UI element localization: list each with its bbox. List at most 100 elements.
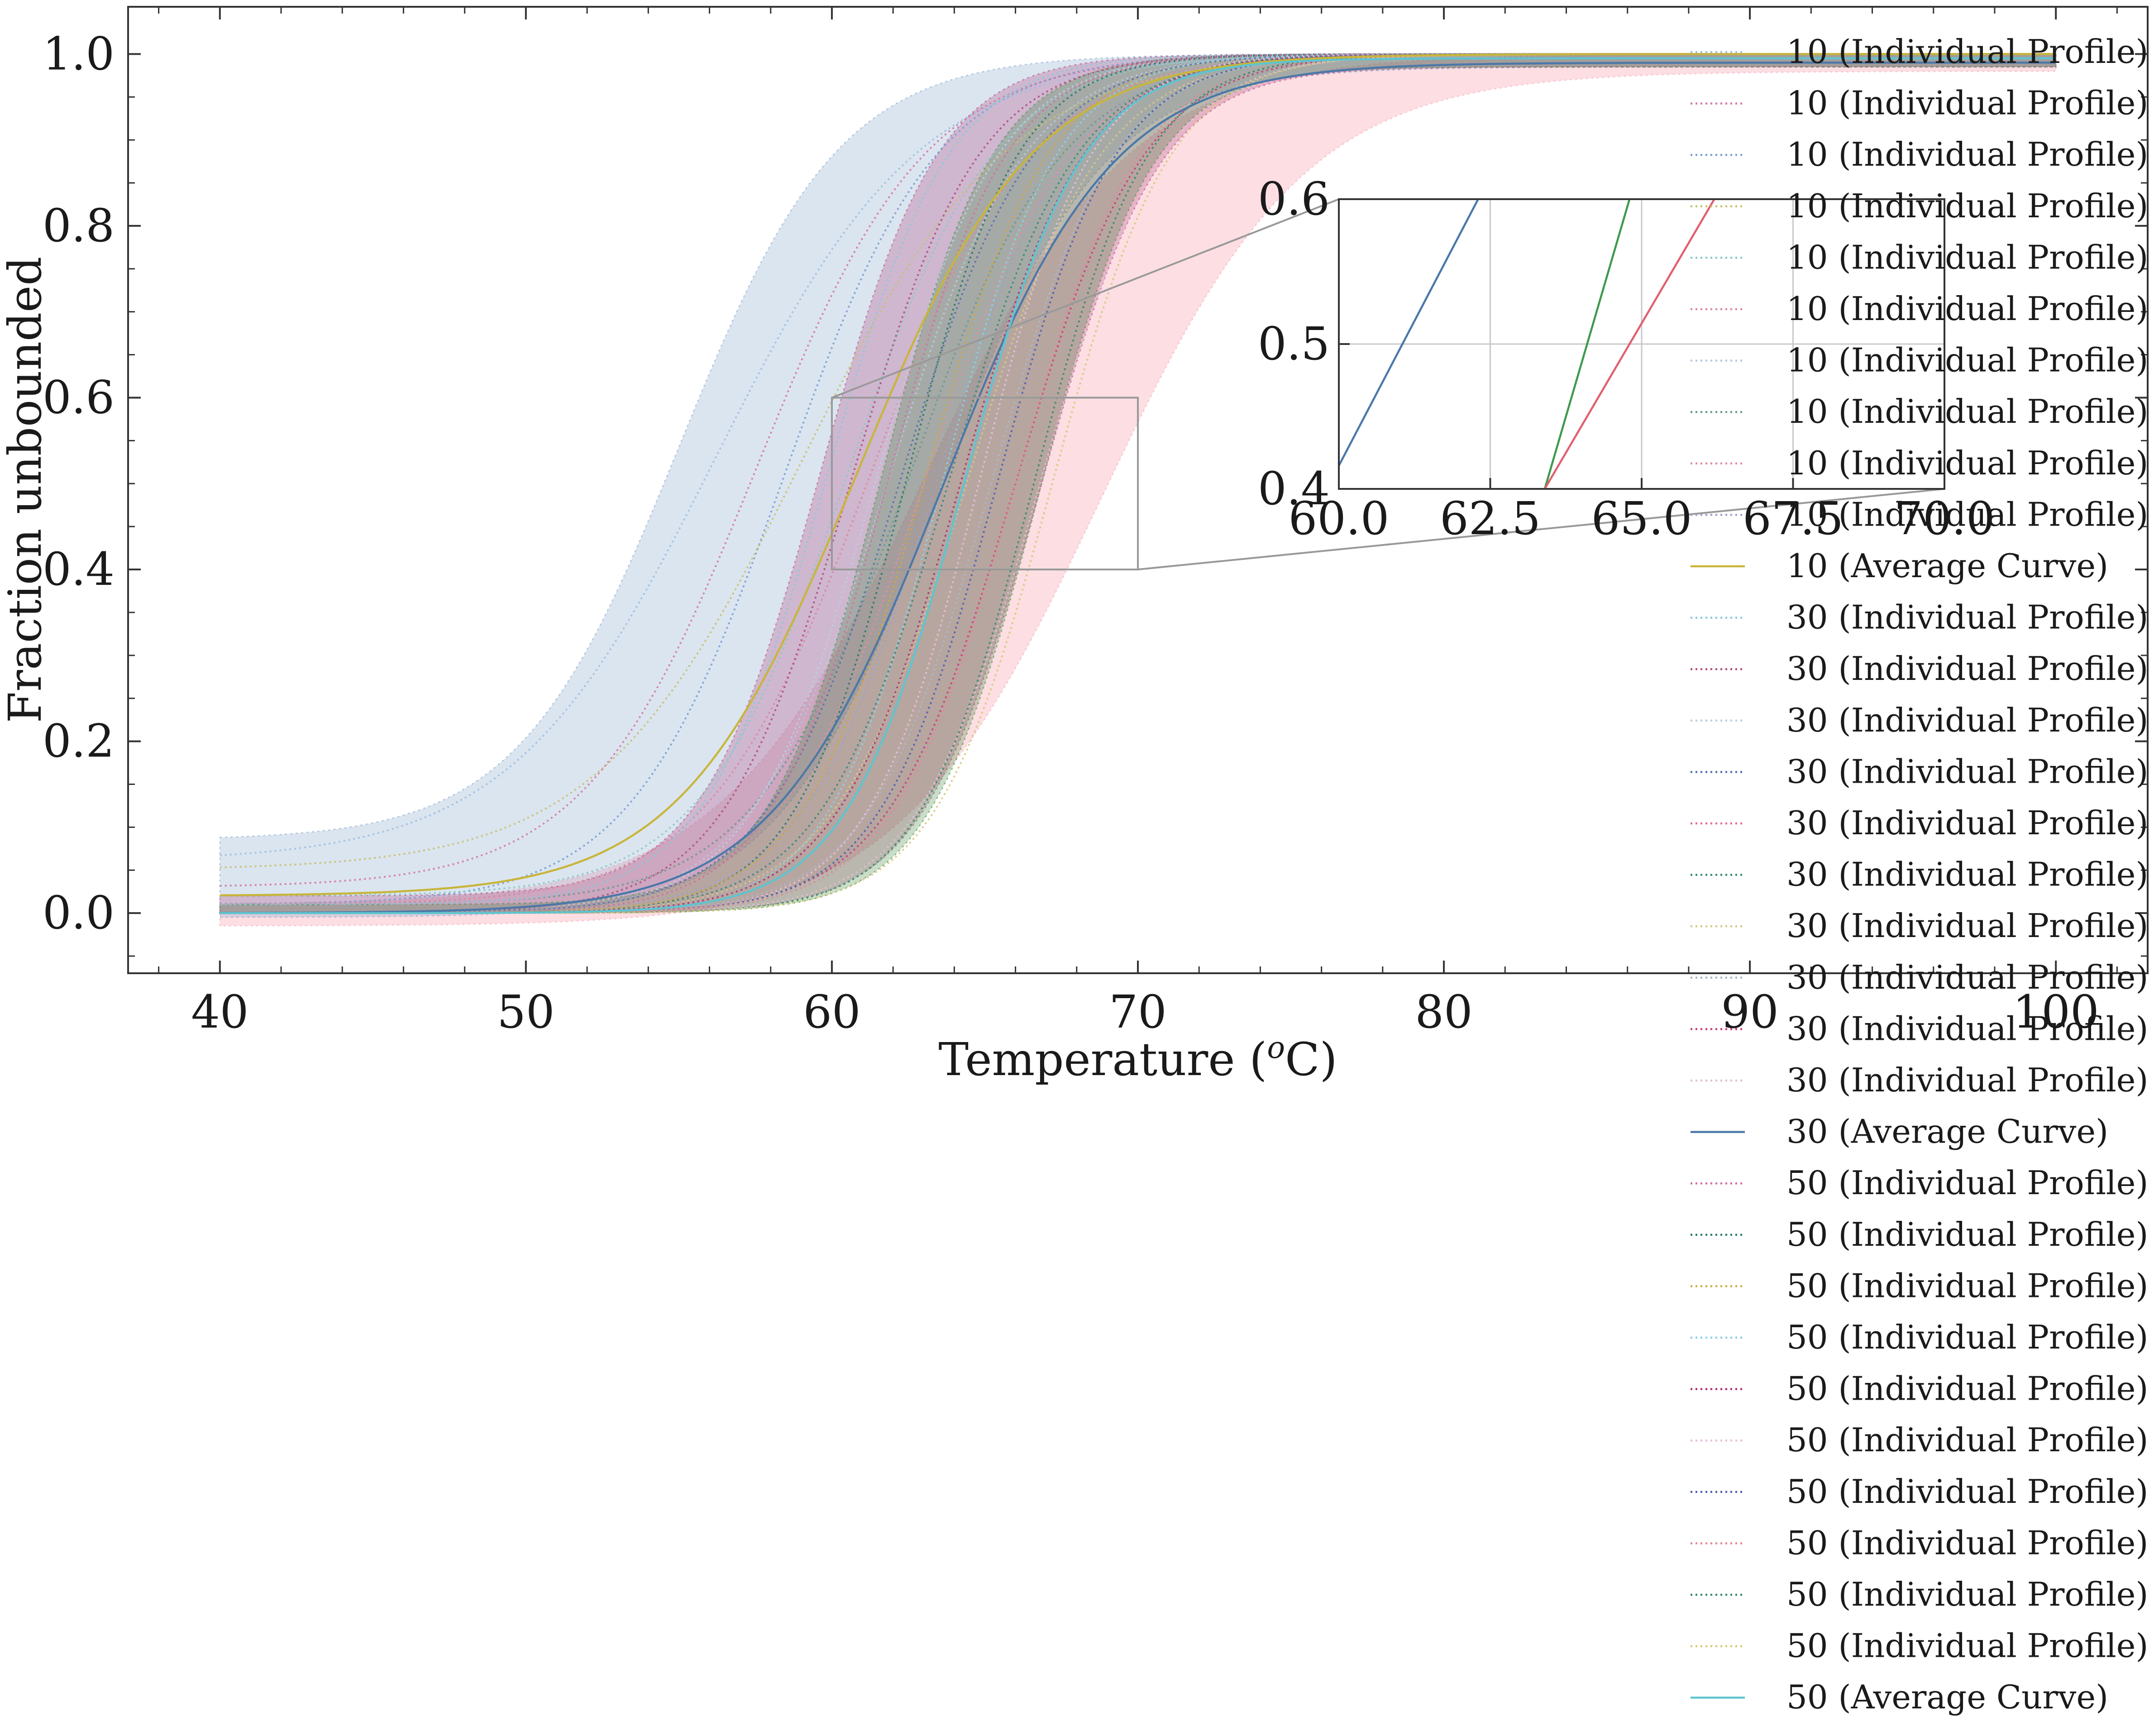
x-tick-label: 50 [497, 985, 554, 1038]
legend-label: 10 (Individual Profile) [1786, 187, 2149, 225]
legend-label: 50 (Individual Profile) [1786, 1421, 2149, 1459]
x-tick-label: 70 [1109, 985, 1166, 1038]
legend-label: 10 (Individual Profile) [1786, 392, 2149, 430]
y-axis-ticks: 0.0 0.2 0.4 0.6 0.8 1.0 [43, 27, 2148, 957]
y-tick-label: 0.4 [43, 543, 115, 596]
inset-x-tick-label: 60.0 [1289, 492, 1390, 545]
legend-item: 30 (Individual Profile) [1691, 752, 2149, 790]
x-axis-label-superscript: o [1267, 1030, 1285, 1065]
legend-label: 10 (Individual Profile) [1786, 444, 2149, 482]
legend-item: 10 (Individual Profile) [1691, 290, 2149, 328]
y-tick-label: 0.2 [43, 715, 115, 768]
legend-item: 30 (Average Curve) [1691, 1113, 2108, 1151]
inset-y-tick-label: 0.6 [1258, 172, 1330, 225]
y-tick-label: 0.6 [43, 371, 115, 424]
legend-label: 50 (Individual Profile) [1786, 1473, 2149, 1511]
zoom-indicator [831, 198, 1945, 571]
profile-30-7 [220, 53, 2056, 914]
inset-line-2 [1543, 199, 1631, 489]
legend-item: 50 (Individual Profile) [1691, 1318, 2149, 1356]
legend-item: 50 (Individual Profile) [1691, 1267, 2149, 1305]
y-tick-label: 0.0 [43, 886, 115, 939]
y-tick-label: 0.8 [43, 199, 115, 252]
legend-label: 30 (Individual Profile) [1786, 804, 2149, 842]
zoom-connector [831, 198, 1339, 399]
legend-item: 30 (Individual Profile) [1691, 1009, 2149, 1047]
average-curves [220, 53, 2056, 914]
legend-item: 10 (Individual Profile) [1691, 495, 2149, 533]
inset-zoom-axes: 60.0 62.5 65.0 67.5 70.0 0.4 0.5 0.6 [1258, 172, 1995, 545]
legend-label: 30 (Individual Profile) [1786, 598, 2149, 636]
legend-label: 10 (Individual Profile) [1786, 290, 2149, 328]
legend-label: 50 (Individual Profile) [1786, 1215, 2149, 1253]
profile-30-4 [220, 53, 2056, 914]
x-axis-ticks: 40 50 60 70 80 90 100 [158, 7, 2118, 1038]
legend-item: 30 (Individual Profile) [1691, 650, 2149, 688]
legend-label: 10 (Individual Profile) [1786, 238, 2149, 276]
inset-line-3 [1543, 199, 1715, 489]
legend-item: 50 (Individual Profile) [1691, 1473, 2149, 1511]
legend-label: 30 (Individual Profile) [1786, 958, 2149, 996]
legend-item: 50 (Individual Profile) [1691, 1215, 2149, 1253]
legend-item: 10 (Individual Profile) [1691, 33, 2149, 71]
x-axis-label: Temperature (oC) [938, 1030, 1337, 1086]
legend-label: 30 (Individual Profile) [1786, 856, 2149, 894]
legend-item: 50 (Individual Profile) [1691, 1164, 2149, 1202]
inset-lines [1339, 199, 1715, 489]
average-curve-50 [220, 57, 2056, 914]
legend-label: 50 (Individual Profile) [1786, 1575, 2149, 1613]
legend-item: 30 (Individual Profile) [1691, 958, 2149, 996]
y-tick-label: 1.0 [43, 27, 115, 80]
legend-item: 10 (Individual Profile) [1691, 341, 2149, 379]
band-30 [219, 53, 2057, 914]
legend-item: 10 (Individual Profile) [1691, 392, 2149, 430]
inset-x-tick-label: 67.5 [1743, 492, 1844, 545]
legend-label: 30 (Individual Profile) [1786, 650, 2149, 688]
legend-item: 30 (Individual Profile) [1691, 804, 2149, 842]
legend-label: 50 (Average Curve) [1786, 1678, 2108, 1716]
zoom-rectangle [831, 397, 1139, 571]
legend-item: 50 (Average Curve) [1691, 1678, 2108, 1716]
legend-item: 50 (Individual Profile) [1691, 1524, 2149, 1562]
legend-label: 30 (Individual Profile) [1786, 907, 2149, 945]
x-tick-label: 60 [803, 985, 860, 1038]
inset-x-tick-label: 65.0 [1591, 492, 1692, 545]
inset-x-tick-label: 62.5 [1440, 492, 1541, 545]
legend-item: 30 (Individual Profile) [1691, 598, 2149, 636]
legend-label: 30 (Individual Profile) [1786, 1061, 2149, 1099]
legend-item: 10 (Individual Profile) [1691, 187, 2149, 225]
profile-10-4 [220, 53, 2056, 869]
inset-y-tick-label: 0.4 [1258, 462, 1330, 515]
legend-item: 50 (Individual Profile) [1691, 1627, 2149, 1665]
legend-label: 10 (Individual Profile) [1786, 33, 2149, 71]
legend-item: 30 (Individual Profile) [1691, 1061, 2149, 1099]
legend-label: 10 (Individual Profile) [1786, 84, 2149, 122]
legend-label: 30 (Average Curve) [1786, 1113, 2108, 1151]
legend-label: 50 (Individual Profile) [1786, 1267, 2149, 1305]
inset-ticks: 60.0 62.5 65.0 67.5 70.0 0.4 0.5 0.6 [1258, 172, 1995, 545]
legend-item: 50 (Individual Profile) [1691, 1421, 2149, 1459]
legend-item: 50 (Individual Profile) [1691, 1575, 2149, 1613]
y-axis-label: Fraction unbounded [0, 257, 52, 723]
legend-item: 10 (Average Curve) [1691, 547, 2108, 585]
legend-item: 30 (Individual Profile) [1691, 856, 2149, 894]
legend-label: 10 (Average Curve) [1786, 547, 2108, 585]
x-tick-label: 100 [2013, 985, 2099, 1038]
legend-item: 50 (Individual Profile) [1691, 1370, 2149, 1408]
legend-item: 30 (Individual Profile) [1691, 701, 2149, 739]
legend-label: 50 (Individual Profile) [1786, 1318, 2149, 1356]
legend-item: 10 (Individual Profile) [1691, 444, 2149, 482]
legend-label: 30 (Individual Profile) [1786, 1009, 2149, 1047]
legend-label: 30 (Individual Profile) [1786, 752, 2149, 790]
legend-item: 10 (Individual Profile) [1691, 84, 2149, 122]
legend-label: 10 (Individual Profile) [1786, 495, 2149, 533]
legend-label: 30 (Individual Profile) [1786, 701, 2149, 739]
inset-line-1 [1339, 199, 1479, 468]
legend-label: 50 (Individual Profile) [1786, 1524, 2149, 1562]
average-curve-30 [220, 62, 2056, 914]
x-tick-label: 40 [191, 985, 248, 1038]
average-curve-10 [220, 53, 2056, 897]
legend-item: 30 (Individual Profile) [1691, 907, 2149, 945]
legend-label: 10 (Individual Profile) [1786, 135, 2149, 173]
